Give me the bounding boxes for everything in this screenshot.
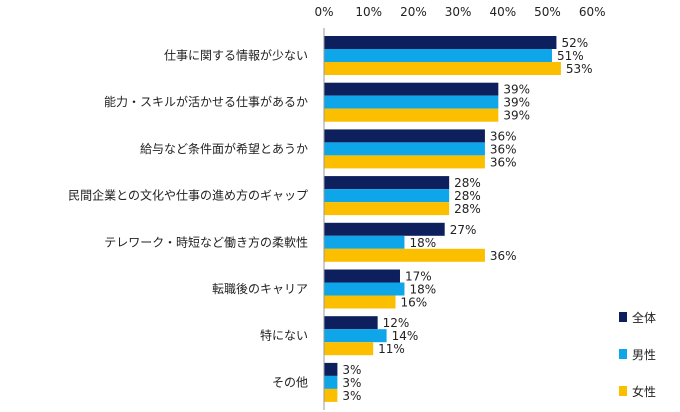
legend-label: 男性 (632, 348, 656, 362)
data-label: 17% (405, 270, 432, 284)
legend-swatch (619, 312, 627, 322)
data-label: 53% (566, 62, 593, 76)
data-label: 36% (490, 129, 517, 143)
bar-女性 (324, 248, 485, 262)
bar-女性 (324, 388, 338, 402)
data-label: 28% (454, 189, 481, 203)
bar-女性 (324, 62, 561, 75)
bar-女性 (324, 155, 485, 169)
data-label: 39% (503, 109, 530, 123)
data-label: 3% (342, 363, 361, 377)
data-label: 36% (490, 155, 517, 169)
category-label: 仕事に関する情報が少ない (164, 48, 308, 63)
bar-男性 (324, 142, 485, 156)
data-label: 28% (454, 202, 481, 216)
data-label: 27% (450, 223, 477, 237)
bar-女性 (324, 108, 499, 122)
data-label: 52% (561, 36, 588, 50)
x-tick-label: 10% (355, 5, 382, 19)
data-label: 16% (401, 296, 428, 310)
data-label: 11% (378, 342, 405, 356)
bar-全体 (324, 129, 485, 143)
category-label: 能力・スキルが活かせる仕事があるか (104, 94, 308, 109)
legend-swatch (619, 386, 627, 396)
data-label: 3% (342, 389, 361, 403)
x-tick-label: 40% (489, 5, 516, 19)
data-label: 18% (409, 283, 436, 297)
bar-女性 (324, 202, 450, 216)
bar-男性 (324, 282, 405, 296)
data-label: 51% (557, 49, 584, 63)
bar-全体 (324, 316, 378, 330)
category-label: 転職後のキャリア (212, 282, 308, 296)
category-label: 給与など条件面が希望とあうか (140, 141, 308, 156)
bar-女性 (324, 342, 374, 356)
x-tick-label: 50% (534, 5, 561, 19)
data-label: 36% (490, 142, 517, 156)
bar-男性 (324, 49, 552, 62)
bar-男性 (324, 95, 499, 109)
bar-全体 (324, 36, 557, 49)
data-label: 39% (503, 96, 530, 110)
data-label: 3% (342, 376, 361, 390)
category-label: 民間企業との文化や仕事の進め方のギャップ (68, 188, 308, 203)
x-tick-label: 20% (400, 5, 427, 19)
data-label: 12% (383, 316, 410, 330)
x-tick-label: 60% (579, 5, 606, 19)
bar-全体 (324, 176, 450, 190)
bar-男性 (324, 235, 405, 249)
bar-全体 (324, 362, 338, 376)
data-label: 14% (392, 329, 419, 343)
x-tick-label: 30% (445, 5, 472, 19)
category-label: その他 (272, 375, 308, 389)
bar-男性 (324, 189, 450, 203)
bar-全体 (324, 222, 445, 236)
legend-swatch (619, 349, 627, 359)
data-label: 39% (503, 83, 530, 97)
category-label: 特にない (260, 328, 308, 343)
legend-label: 女性 (632, 384, 656, 399)
bar-男性 (324, 375, 338, 389)
legend-label: 全体 (632, 310, 656, 325)
bar-全体 (324, 269, 400, 283)
data-label: 18% (409, 236, 436, 250)
x-tick-label: 0% (314, 5, 333, 19)
bar-男性 (324, 329, 387, 343)
data-label: 28% (454, 176, 481, 190)
bar-全体 (324, 82, 499, 96)
category-label: テレワーク・時短など働き方の柔軟性 (104, 234, 308, 249)
data-label: 36% (490, 249, 517, 263)
bar-女性 (324, 295, 396, 309)
